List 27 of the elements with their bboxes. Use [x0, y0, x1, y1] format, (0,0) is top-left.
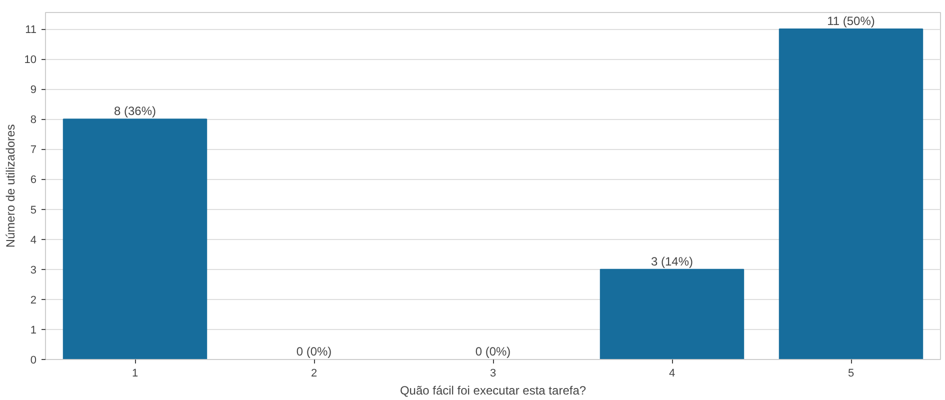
- data-label: 8 (36%): [114, 104, 156, 118]
- x-tick-label: 3: [490, 368, 496, 380]
- x-tick-label: 5: [848, 368, 854, 380]
- y-tick-label: 2: [30, 294, 37, 306]
- y-axis-title: Número de utilizadores: [3, 124, 18, 248]
- y-tick-label: 0: [30, 354, 37, 366]
- y-tick-label: 10: [24, 54, 37, 66]
- y-tick-label: 7: [30, 144, 37, 156]
- x-tick-label: 4: [668, 368, 676, 380]
- y-tick-label: 3: [30, 264, 37, 276]
- y-tick-label: 9: [30, 84, 37, 96]
- y-tick-label: 11: [25, 24, 37, 36]
- bar: [62, 118, 208, 360]
- y-tick-label: 4: [30, 234, 37, 246]
- x-axis-title: Quão fácil foi executar esta tarefa?: [400, 384, 586, 398]
- bar: [600, 268, 744, 360]
- y-tick-label: 8: [30, 114, 37, 126]
- data-label: 11 (50%): [827, 14, 875, 28]
- bar: [778, 28, 924, 360]
- data-label: 3 (14%): [650, 254, 694, 268]
- y-tick-label: 6: [30, 174, 37, 186]
- y-tick-label: 5: [30, 204, 37, 216]
- x-tick-label: 1: [132, 368, 138, 380]
- x-tick-label: 2: [310, 368, 318, 380]
- y-tick-label: 1: [30, 324, 37, 336]
- data-label: 0 (0%): [475, 344, 511, 358]
- data-label: 0 (0%): [296, 344, 332, 358]
